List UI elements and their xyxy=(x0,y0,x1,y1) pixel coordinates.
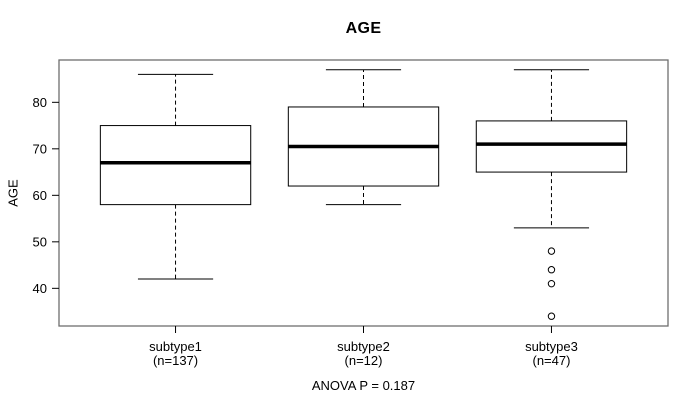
chart-title: AGE xyxy=(345,20,382,37)
outlier-point xyxy=(547,279,556,288)
y-tick-label: 70 xyxy=(33,141,47,156)
x-category-label: subtype3 xyxy=(525,339,578,354)
x-category-label: subtype1 xyxy=(149,339,202,354)
outlier-point xyxy=(547,266,556,274)
y-tick-label: 50 xyxy=(33,234,47,249)
x-category-count: (n=137) xyxy=(153,353,198,368)
x-category-label: subtype2 xyxy=(337,339,390,354)
x-category-count: (n=12) xyxy=(345,353,383,368)
anova-p-text: ANOVA P = 0.187 xyxy=(311,378,416,393)
outlier-point xyxy=(547,312,556,320)
x-category-count: (n=47) xyxy=(532,353,570,368)
y-tick-label: 80 xyxy=(33,95,47,110)
outlier-point xyxy=(547,247,556,255)
y-tick-label: 40 xyxy=(33,281,47,296)
iqr-box xyxy=(475,120,628,173)
iqr-box xyxy=(99,125,252,206)
y-tick-label: 60 xyxy=(33,188,47,203)
